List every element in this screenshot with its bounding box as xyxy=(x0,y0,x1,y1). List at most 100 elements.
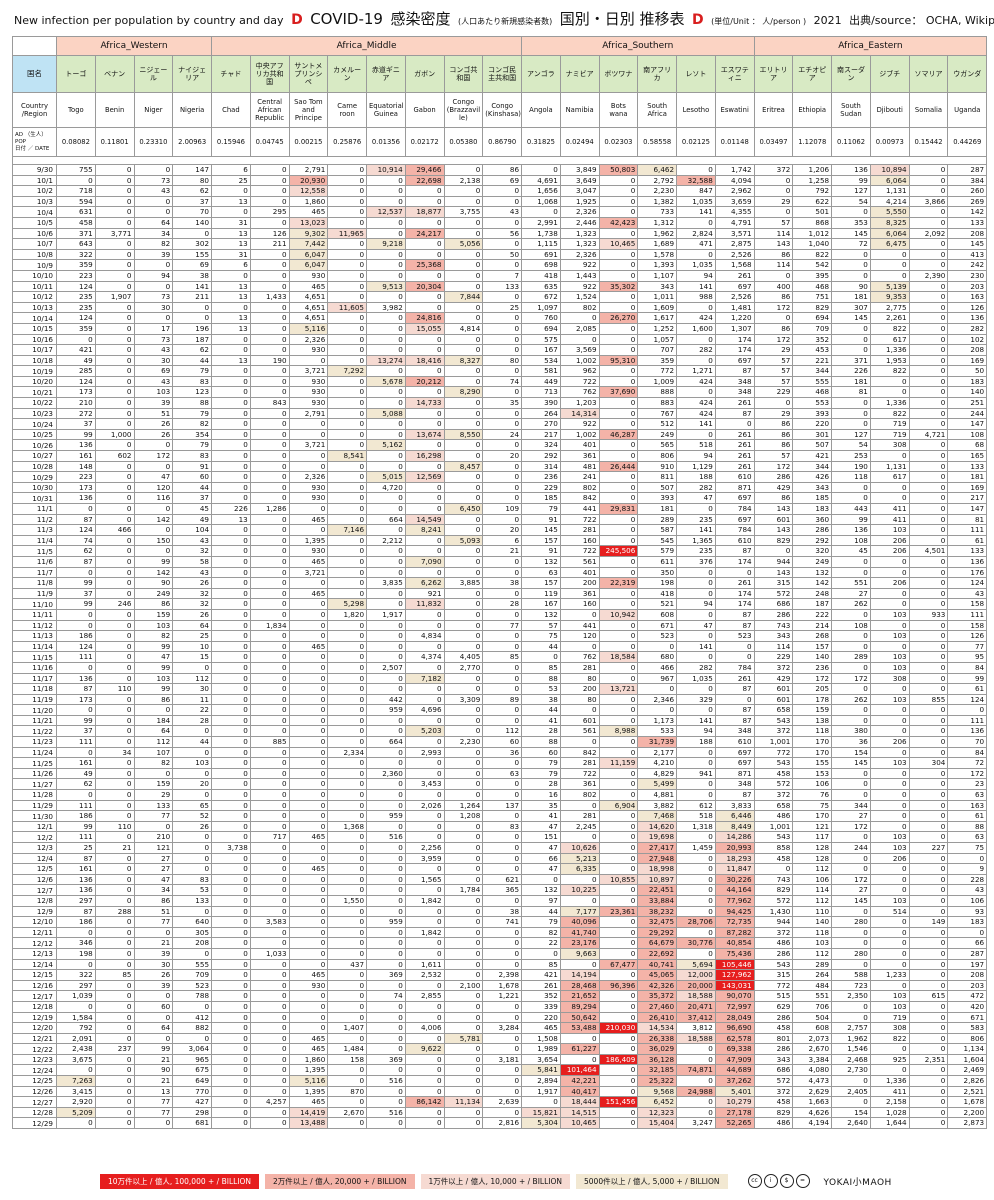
chart-header: New infection per population by country … xyxy=(14,8,994,32)
value-cell: 282 xyxy=(676,344,716,356)
value-cell: 0 xyxy=(94,990,135,1002)
value-cell: 572 xyxy=(753,587,794,600)
value-cell: 0 xyxy=(211,820,251,833)
value-cell: 0 xyxy=(94,704,135,716)
value-cell: 429 xyxy=(753,672,794,685)
value-cell: 5,056 xyxy=(443,238,484,250)
value-cell: 572 xyxy=(753,1075,794,1087)
value-cell: 1,524 xyxy=(559,291,600,303)
table-row: 12/29 0 0 0 681 0 0 13,488 0 0 0 0 2,816 5,304 10,465 0… xyxy=(12,1117,988,1130)
value-cell: 0 xyxy=(869,767,910,780)
value-cell: 0 xyxy=(482,1075,523,1087)
value-cell: 0 xyxy=(172,842,213,854)
date-cell: 10/10 xyxy=(12,269,57,282)
value-cell: 501 xyxy=(792,206,833,218)
value-cell: 29 xyxy=(753,344,794,356)
value-cell: 0 xyxy=(404,1011,445,1024)
value-cell: 421 xyxy=(792,450,833,462)
value-cell: 181 xyxy=(637,503,678,515)
value-cell: 543 xyxy=(753,714,794,727)
value-cell: 0 xyxy=(94,979,135,992)
value-cell: 361 xyxy=(559,450,600,462)
country-jp-row: 国名 トーゴ ベナン ニジェール ナイジェリア チャド 中央アフリカ共和国 サントメプリンシ… xyxy=(12,55,988,93)
value-cell: 0 xyxy=(598,375,639,388)
value-cell: 572 xyxy=(753,778,794,791)
value-cell: 0 xyxy=(443,269,484,282)
value-cell: 0 xyxy=(482,672,523,685)
value-cell: 697 xyxy=(714,280,755,293)
value-cell: 922 xyxy=(559,418,600,430)
value-cell: 553 xyxy=(792,397,833,409)
value-cell: 0 xyxy=(366,1032,406,1045)
value-cell: 32,588 xyxy=(676,174,716,187)
value-cell: 5,162 xyxy=(366,439,406,452)
value-cell: 0 xyxy=(598,481,639,494)
date-cell: 10/24 xyxy=(12,418,57,430)
value-cell: 94 xyxy=(676,598,716,610)
value-cell: 930 xyxy=(288,481,329,494)
value-cell: 31,739 xyxy=(637,736,678,748)
value-cell: 0 xyxy=(211,1075,251,1087)
value-cell: 0 xyxy=(327,386,368,399)
value-cell: 0 xyxy=(908,354,949,367)
value-cell: 1,568 xyxy=(714,259,755,271)
value-cell: 28,049 xyxy=(714,1011,755,1024)
value-cell: 77,962 xyxy=(714,894,755,907)
value-cell: 0 xyxy=(249,344,290,356)
value-cell: 56 xyxy=(482,227,523,240)
value-cell: 51 xyxy=(133,905,174,918)
value-cell: 442 xyxy=(366,693,406,706)
value-cell: 2,073 xyxy=(792,1032,833,1045)
date-cell: 10/5 xyxy=(12,216,57,229)
value-cell: 77 xyxy=(133,1096,174,1108)
value-cell: 19,698 xyxy=(637,831,678,843)
value-cell: 829 xyxy=(753,1106,794,1119)
date-cell: 11/13 xyxy=(12,630,57,642)
value-cell: 236 xyxy=(792,661,833,674)
date-cell: 12/11 xyxy=(12,926,57,939)
date-cell: 10/11 xyxy=(12,280,57,293)
value-cell: 0 xyxy=(327,555,368,568)
value-cell: 664 xyxy=(366,513,406,526)
value-cell: 0 xyxy=(249,481,290,494)
table-row: 11/17 136 0 103 112 0 0 0 0 0 7,182 0 0 88 80 0 967 1,035… xyxy=(12,672,988,685)
value-cell: 0 xyxy=(249,587,290,600)
value-cell: 0 xyxy=(211,481,251,494)
value-cell: 3,738 xyxy=(211,842,251,854)
value-cell: 426 xyxy=(792,471,833,483)
value-cell: 0 xyxy=(908,1022,949,1034)
value-cell: 0 xyxy=(598,301,639,314)
value-cell: 181 xyxy=(831,375,871,388)
value-cell: 81 xyxy=(947,513,988,526)
value-cell: 11,847 xyxy=(714,863,755,875)
value-cell: 148 xyxy=(56,460,96,473)
value-cell: 944 xyxy=(753,916,794,928)
value-cell: 5,298 xyxy=(327,598,368,610)
value-cell: 587 xyxy=(637,524,678,536)
value-cell: 79 xyxy=(172,407,213,420)
value-cell: 551 xyxy=(792,990,833,1002)
value-cell: 371 xyxy=(831,354,871,367)
value-cell: 4,829 xyxy=(637,767,678,780)
value-cell: 13 xyxy=(211,322,251,335)
value-cell: 72 xyxy=(947,757,988,769)
value-cell: 68 xyxy=(947,439,988,452)
value-cell: 372 xyxy=(753,725,794,738)
value-cell: 112 xyxy=(792,894,833,907)
value-cell: 0 xyxy=(443,969,484,981)
value-cell: 124 xyxy=(56,524,96,536)
value-cell: 0 xyxy=(94,736,135,748)
table-row: 11/28 0 0 29 0 0 0 0 0 0 0 0 0 16 802 0 4,881 0 87 372 76 0 0 0… xyxy=(12,789,988,801)
value-cell: 82 xyxy=(521,926,561,939)
value-cell: 35 xyxy=(521,799,561,812)
value-cell: 220 xyxy=(792,418,833,430)
value-cell: 5,550 xyxy=(869,206,910,218)
date-cell: 12/29 xyxy=(12,1117,57,1130)
value-cell: 0 xyxy=(94,513,135,526)
value-cell: 90 xyxy=(133,1064,174,1077)
table-row: 10/17 421 0 43 62 0 0 930 0 0 0 0 0 167 3,569 0 707 282 17… xyxy=(12,344,988,356)
value-cell: 0 xyxy=(869,926,910,939)
value-cell: 0 xyxy=(482,1043,523,1055)
value-cell: 6 xyxy=(211,164,251,176)
value-cell: 0 xyxy=(443,630,484,642)
